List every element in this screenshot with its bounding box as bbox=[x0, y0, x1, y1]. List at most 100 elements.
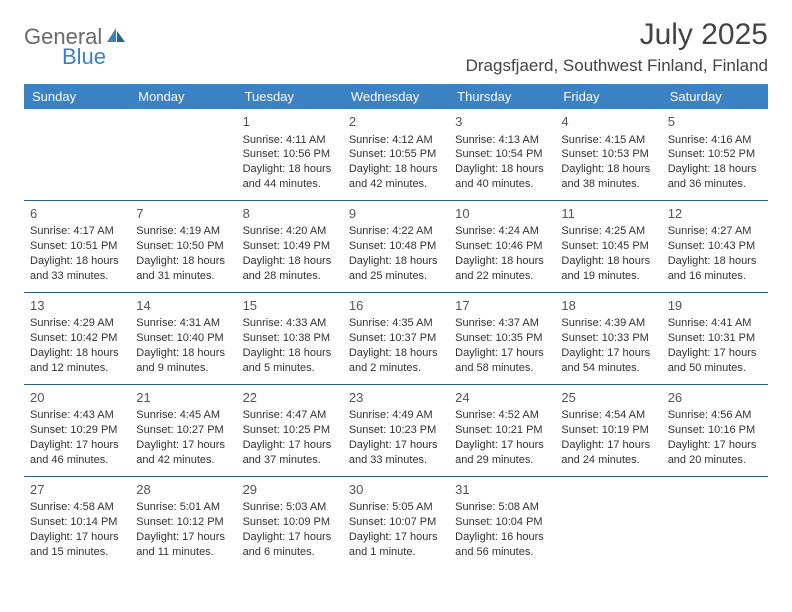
sunrise-text: Sunrise: 4:17 AM bbox=[30, 224, 124, 239]
daylight-text: Daylight: 18 hours and 22 minutes. bbox=[455, 254, 549, 284]
day-number: 23 bbox=[349, 389, 443, 407]
calendar-week-row: 13Sunrise: 4:29 AMSunset: 10:42 PMDaylig… bbox=[24, 292, 768, 384]
day-header-row: Sunday Monday Tuesday Wednesday Thursday… bbox=[24, 84, 768, 109]
daylight-text: Daylight: 18 hours and 44 minutes. bbox=[243, 162, 337, 192]
daylight-text: Daylight: 18 hours and 33 minutes. bbox=[30, 254, 124, 284]
sunrise-text: Sunrise: 4:31 AM bbox=[136, 316, 230, 331]
header: General Blue July 2025 Dragsfjaerd, Sout… bbox=[24, 18, 768, 76]
daylight-text: Daylight: 18 hours and 31 minutes. bbox=[136, 254, 230, 284]
day-number: 31 bbox=[455, 481, 549, 499]
sunset-text: Sunset: 10:45 PM bbox=[561, 239, 655, 254]
sunset-text: Sunset: 10:53 PM bbox=[561, 147, 655, 162]
calendar-cell: 12Sunrise: 4:27 AMSunset: 10:43 PMDaylig… bbox=[662, 200, 768, 292]
day-number: 4 bbox=[561, 113, 655, 131]
calendar-cell: 11Sunrise: 4:25 AMSunset: 10:45 PMDaylig… bbox=[555, 200, 661, 292]
calendar-cell: 1Sunrise: 4:11 AMSunset: 10:56 PMDayligh… bbox=[237, 109, 343, 200]
brand-word2: Blue bbox=[62, 44, 106, 70]
sunset-text: Sunset: 10:52 PM bbox=[668, 147, 762, 162]
sunset-text: Sunset: 10:35 PM bbox=[455, 331, 549, 346]
sunrise-text: Sunrise: 4:20 AM bbox=[243, 224, 337, 239]
calendar-cell: 3Sunrise: 4:13 AMSunset: 10:54 PMDayligh… bbox=[449, 109, 555, 200]
sunset-text: Sunset: 10:54 PM bbox=[455, 147, 549, 162]
daylight-text: Daylight: 18 hours and 42 minutes. bbox=[349, 162, 443, 192]
sunset-text: Sunset: 10:04 PM bbox=[455, 515, 549, 530]
sunset-text: Sunset: 10:38 PM bbox=[243, 331, 337, 346]
calendar-cell: 9Sunrise: 4:22 AMSunset: 10:48 PMDayligh… bbox=[343, 200, 449, 292]
sunrise-text: Sunrise: 4:47 AM bbox=[243, 408, 337, 423]
sunrise-text: Sunrise: 4:22 AM bbox=[349, 224, 443, 239]
sunrise-text: Sunrise: 4:12 AM bbox=[349, 133, 443, 148]
page-title: July 2025 bbox=[466, 18, 768, 52]
sunrise-text: Sunrise: 5:03 AM bbox=[243, 500, 337, 515]
calendar-cell: 8Sunrise: 4:20 AMSunset: 10:49 PMDayligh… bbox=[237, 200, 343, 292]
brand-sail-icon bbox=[105, 26, 127, 49]
daylight-text: Daylight: 18 hours and 25 minutes. bbox=[349, 254, 443, 284]
sunrise-text: Sunrise: 4:33 AM bbox=[243, 316, 337, 331]
sunset-text: Sunset: 10:46 PM bbox=[455, 239, 549, 254]
calendar-body: 1Sunrise: 4:11 AMSunset: 10:56 PMDayligh… bbox=[24, 109, 768, 568]
sunrise-text: Sunrise: 4:16 AM bbox=[668, 133, 762, 148]
sunset-text: Sunset: 10:50 PM bbox=[136, 239, 230, 254]
day-number: 13 bbox=[30, 297, 124, 315]
day-header: Tuesday bbox=[237, 84, 343, 109]
calendar-cell bbox=[130, 109, 236, 200]
daylight-text: Daylight: 17 hours and 58 minutes. bbox=[455, 346, 549, 376]
daylight-text: Daylight: 18 hours and 2 minutes. bbox=[349, 346, 443, 376]
sunset-text: Sunset: 10:09 PM bbox=[243, 515, 337, 530]
sunrise-text: Sunrise: 4:43 AM bbox=[30, 408, 124, 423]
sunrise-text: Sunrise: 4:13 AM bbox=[455, 133, 549, 148]
calendar-cell: 30Sunrise: 5:05 AMSunset: 10:07 PMDaylig… bbox=[343, 476, 449, 567]
sunrise-text: Sunrise: 5:05 AM bbox=[349, 500, 443, 515]
day-number: 22 bbox=[243, 389, 337, 407]
sunset-text: Sunset: 10:33 PM bbox=[561, 331, 655, 346]
brand-logo: General Blue bbox=[24, 18, 127, 70]
calendar-cell: 6Sunrise: 4:17 AMSunset: 10:51 PMDayligh… bbox=[24, 200, 130, 292]
sunset-text: Sunset: 10:31 PM bbox=[668, 331, 762, 346]
sunrise-text: Sunrise: 4:39 AM bbox=[561, 316, 655, 331]
day-number: 7 bbox=[136, 205, 230, 223]
sunset-text: Sunset: 10:49 PM bbox=[243, 239, 337, 254]
sunset-text: Sunset: 10:14 PM bbox=[30, 515, 124, 530]
day-number: 20 bbox=[30, 389, 124, 407]
sunrise-text: Sunrise: 4:27 AM bbox=[668, 224, 762, 239]
calendar-cell: 25Sunrise: 4:54 AMSunset: 10:19 PMDaylig… bbox=[555, 384, 661, 476]
sunset-text: Sunset: 10:51 PM bbox=[30, 239, 124, 254]
daylight-text: Daylight: 18 hours and 9 minutes. bbox=[136, 346, 230, 376]
sunrise-text: Sunrise: 4:41 AM bbox=[668, 316, 762, 331]
sunrise-text: Sunrise: 4:54 AM bbox=[561, 408, 655, 423]
day-number: 17 bbox=[455, 297, 549, 315]
day-number: 29 bbox=[243, 481, 337, 499]
day-number: 15 bbox=[243, 297, 337, 315]
daylight-text: Daylight: 17 hours and 1 minute. bbox=[349, 530, 443, 560]
calendar-cell: 4Sunrise: 4:15 AMSunset: 10:53 PMDayligh… bbox=[555, 109, 661, 200]
calendar-cell: 29Sunrise: 5:03 AMSunset: 10:09 PMDaylig… bbox=[237, 476, 343, 567]
daylight-text: Daylight: 17 hours and 29 minutes. bbox=[455, 438, 549, 468]
calendar-week-row: 6Sunrise: 4:17 AMSunset: 10:51 PMDayligh… bbox=[24, 200, 768, 292]
calendar-cell bbox=[555, 476, 661, 567]
daylight-text: Daylight: 17 hours and 6 minutes. bbox=[243, 530, 337, 560]
sunset-text: Sunset: 10:16 PM bbox=[668, 423, 762, 438]
calendar-cell: 26Sunrise: 4:56 AMSunset: 10:16 PMDaylig… bbox=[662, 384, 768, 476]
day-number: 5 bbox=[668, 113, 762, 131]
daylight-text: Daylight: 18 hours and 5 minutes. bbox=[243, 346, 337, 376]
calendar-cell: 7Sunrise: 4:19 AMSunset: 10:50 PMDayligh… bbox=[130, 200, 236, 292]
calendar-cell: 2Sunrise: 4:12 AMSunset: 10:55 PMDayligh… bbox=[343, 109, 449, 200]
day-header: Saturday bbox=[662, 84, 768, 109]
sunrise-text: Sunrise: 4:24 AM bbox=[455, 224, 549, 239]
daylight-text: Daylight: 17 hours and 20 minutes. bbox=[668, 438, 762, 468]
day-number: 27 bbox=[30, 481, 124, 499]
day-header: Sunday bbox=[24, 84, 130, 109]
calendar-cell: 18Sunrise: 4:39 AMSunset: 10:33 PMDaylig… bbox=[555, 292, 661, 384]
day-number: 11 bbox=[561, 205, 655, 223]
calendar-week-row: 27Sunrise: 4:58 AMSunset: 10:14 PMDaylig… bbox=[24, 476, 768, 567]
sunset-text: Sunset: 10:48 PM bbox=[349, 239, 443, 254]
sunrise-text: Sunrise: 4:56 AM bbox=[668, 408, 762, 423]
sunset-text: Sunset: 10:07 PM bbox=[349, 515, 443, 530]
sunrise-text: Sunrise: 4:45 AM bbox=[136, 408, 230, 423]
calendar-cell: 16Sunrise: 4:35 AMSunset: 10:37 PMDaylig… bbox=[343, 292, 449, 384]
sunrise-text: Sunrise: 4:11 AM bbox=[243, 133, 337, 148]
calendar-cell: 15Sunrise: 4:33 AMSunset: 10:38 PMDaylig… bbox=[237, 292, 343, 384]
daylight-text: Daylight: 17 hours and 37 minutes. bbox=[243, 438, 337, 468]
day-header: Thursday bbox=[449, 84, 555, 109]
sunset-text: Sunset: 10:42 PM bbox=[30, 331, 124, 346]
